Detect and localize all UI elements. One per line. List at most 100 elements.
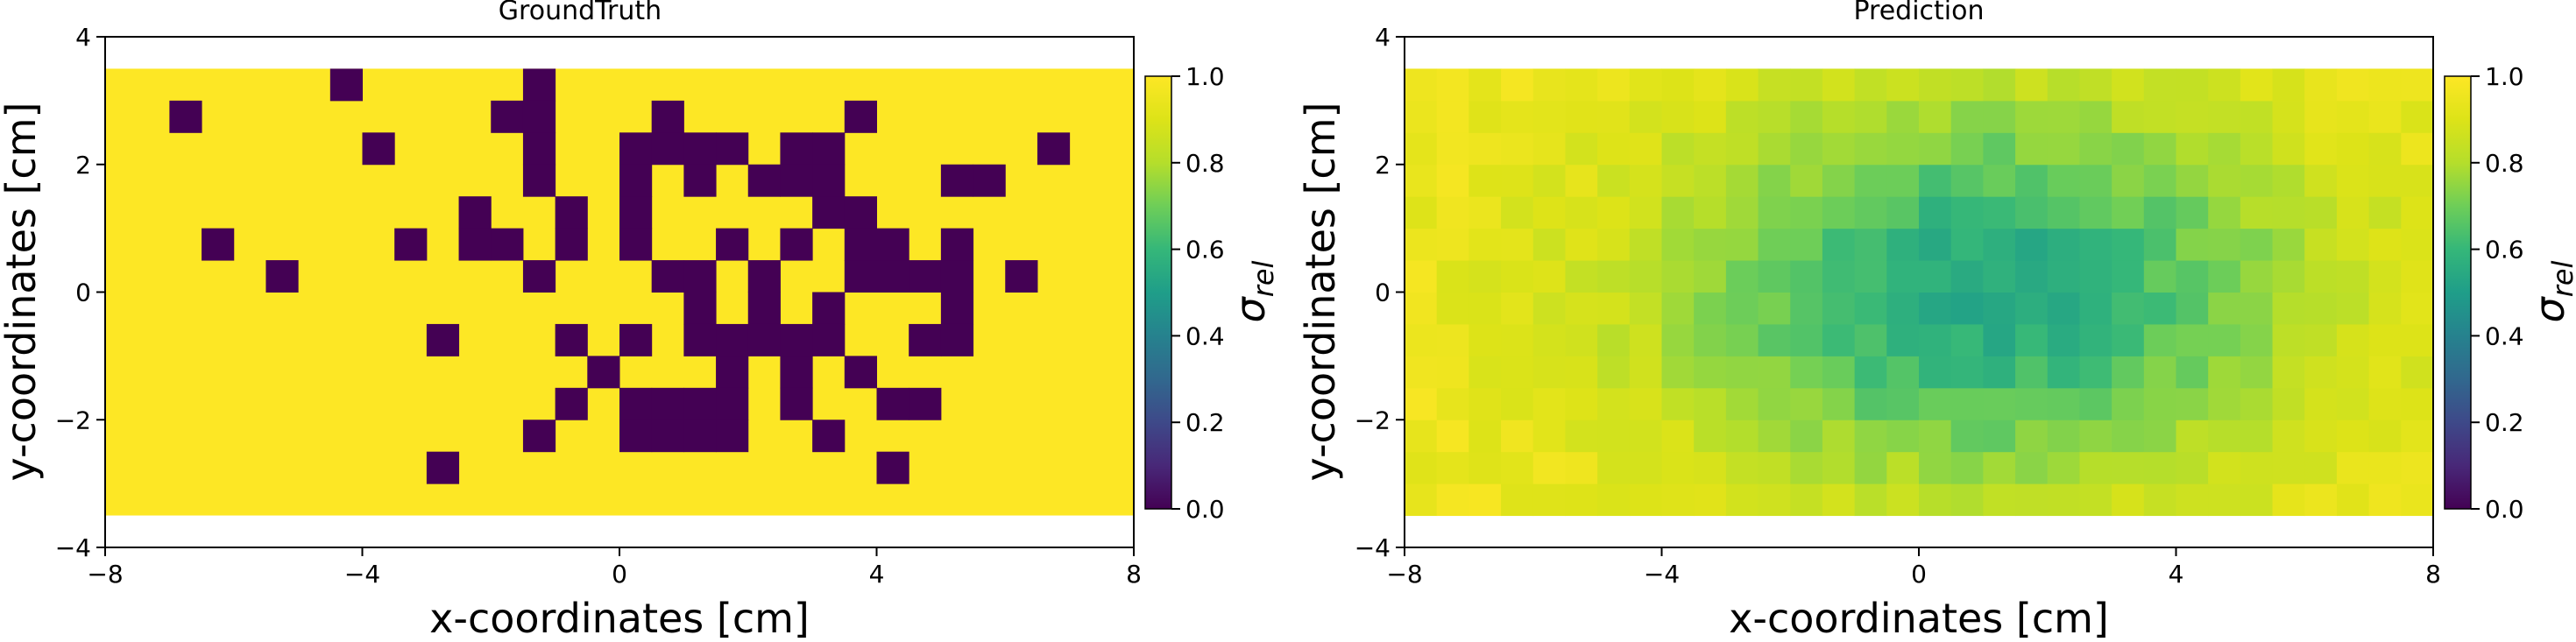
- heatmap-cell: [1725, 451, 1759, 484]
- heatmap-cell: [1468, 451, 1502, 484]
- heatmap-cell: [716, 323, 749, 356]
- heatmap-cell: [1405, 68, 1438, 102]
- heatmap-cell: [2304, 356, 2338, 389]
- heatmap-cell: [2336, 260, 2370, 293]
- heatmap-cell: [1468, 260, 1502, 293]
- heatmap-cell: [1725, 228, 1759, 261]
- heatmap-cell: [1886, 420, 1920, 453]
- heatmap-cell: [2401, 260, 2434, 293]
- heatmap-cell: [2401, 356, 2434, 389]
- heatmap-cell: [1694, 260, 1727, 293]
- heatmap-cell: [844, 100, 877, 133]
- heatmap-cell: [2208, 68, 2241, 102]
- heatmap-cell: [1983, 132, 2016, 166]
- heatmap-cell: [1565, 228, 1598, 261]
- heatmap-cell: [747, 292, 781, 325]
- heatmap-cell: [1854, 68, 1887, 102]
- heatmap-cell: [619, 420, 653, 453]
- heatmap-cell: [1725, 68, 1759, 102]
- heatmap-cell: [2304, 483, 2338, 517]
- heatmap-cell: [1694, 387, 1727, 420]
- heatmap-cell: [2401, 100, 2434, 133]
- heatmap-cell: [1501, 164, 1534, 197]
- heatmap-cell: [1983, 260, 2016, 293]
- heatmap-cell: [1694, 483, 1727, 517]
- heatmap-cell: [876, 260, 909, 293]
- heatmap-cell: [1532, 323, 1566, 356]
- heatmap-cell: [2079, 260, 2112, 293]
- heatmap-cell: [1501, 68, 1534, 102]
- heatmap-cell: [2272, 387, 2305, 420]
- heatmap-cell: [2368, 164, 2402, 197]
- heatmap-cell: [1694, 68, 1727, 102]
- heatmap-cell: [2176, 164, 2209, 197]
- heatmap-cell: [1790, 260, 1823, 293]
- heatmap-cell: [844, 228, 877, 261]
- heatmap-cell: [2015, 356, 2049, 389]
- heatmap-cell: [1629, 100, 1662, 133]
- heatmap-cell: [1501, 451, 1534, 484]
- heatmap-cell: [1758, 483, 1791, 517]
- heatmap-cell: [1468, 164, 1502, 197]
- y-tick-label: 4: [75, 23, 91, 52]
- heatmap-cell: [2240, 483, 2274, 517]
- heatmap-cell: [1790, 323, 1823, 356]
- heatmap-cell: [2368, 68, 2402, 102]
- heatmap-cell: [2143, 68, 2176, 102]
- heatmap-cell: [2304, 132, 2338, 166]
- heatmap-cell: [1919, 323, 1952, 356]
- heatmap-cell: [1822, 451, 1856, 484]
- heatmap-cell: [1532, 387, 1566, 420]
- heatmap-cell: [2112, 356, 2145, 389]
- heatmap-cell: [1950, 164, 1984, 197]
- heatmap-cell: [619, 132, 653, 166]
- heatmap-cell: [1950, 420, 1984, 453]
- heatmap-cell: [2336, 100, 2370, 133]
- heatmap-cell: [1950, 196, 1984, 229]
- heatmap-cell: [2143, 260, 2176, 293]
- heatmap-cell: [1694, 132, 1727, 166]
- heatmap-cell: [1565, 483, 1598, 517]
- plot-title: Prediction: [1853, 0, 1984, 26]
- heatmap-cell: [2112, 323, 2145, 356]
- heatmap-cell: [2368, 356, 2402, 389]
- colorbar-tick-label: 0.8: [1185, 149, 1225, 178]
- heatmap-cell: [1758, 260, 1791, 293]
- heatmap-cell: [1854, 100, 1887, 133]
- heatmap-cells: [1405, 68, 2434, 517]
- heatmap-cell: [362, 132, 395, 166]
- heatmap-cell: [780, 356, 813, 389]
- heatmap-cell: [1661, 356, 1695, 389]
- colorbar: 0.0 0.2 0.4 0.6 0.8 1.0 σrel: [1144, 62, 1280, 524]
- heatmap-cell: [1822, 132, 1856, 166]
- heatmap-cell: [1694, 323, 1727, 356]
- heatmap-cell: [1565, 260, 1598, 293]
- heatmap-cell: [1436, 260, 1469, 293]
- heatmap-cell: [2015, 68, 2049, 102]
- heatmap-cell: [619, 323, 653, 356]
- heatmap-cell: [1886, 100, 1920, 133]
- heatmap-cell: [747, 323, 781, 356]
- heatmap-cell: [812, 132, 846, 166]
- heatmap-cell: [2112, 483, 2145, 517]
- heatmap-cell: [651, 420, 684, 453]
- heatmap-cell: [1822, 483, 1856, 517]
- heatmap-cell: [2401, 164, 2434, 197]
- heatmap-cell: [1532, 132, 1566, 166]
- heatmap-cell: [2112, 387, 2145, 420]
- heatmap-cell: [1758, 228, 1791, 261]
- heatmap-cell: [940, 292, 974, 325]
- heatmap-cell: [1758, 132, 1791, 166]
- heatmap-cell: [2047, 260, 2080, 293]
- heatmap-cell: [716, 356, 749, 389]
- heatmap-cell: [1983, 228, 2016, 261]
- heatmap-cell: [1694, 356, 1727, 389]
- heatmap-cell: [2240, 451, 2274, 484]
- y-axis-label: y-coordinates [cm]: [0, 102, 45, 482]
- heatmap-cell: [1405, 196, 1438, 229]
- colorbar-ticks: 0.0 0.2 0.4 0.6 0.8 1.0: [1171, 62, 1225, 524]
- heatmap-cell: [2304, 323, 2338, 356]
- heatmap-cell: [1597, 132, 1631, 166]
- heatmap-cell: [1532, 420, 1566, 453]
- x-tick-label: −4: [344, 560, 380, 589]
